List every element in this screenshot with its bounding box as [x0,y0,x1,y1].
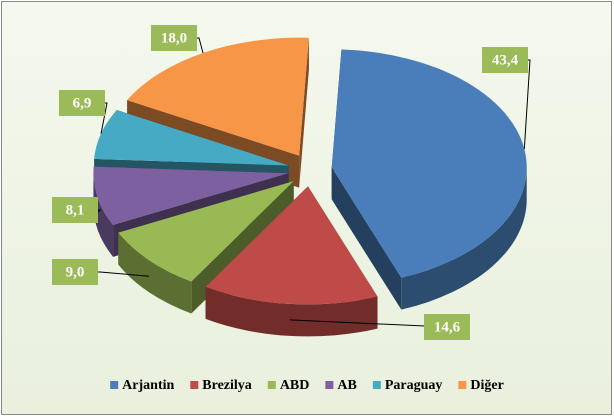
data-labels: 43,4 14,6 9,0 8,1 6,9 18,0 [52,25,531,340]
slice [331,49,527,310]
data-label: 9,0 [66,264,85,280]
slice [205,186,378,305]
slice [127,37,309,156]
slice-side [331,167,402,310]
legend-label: AB [337,378,356,393]
legend-swatch [372,381,381,389]
legend-swatch [110,381,119,389]
slice-side [299,37,309,188]
slice-side [93,173,114,257]
slice-side [401,167,527,310]
legend-label: Brezilya [202,378,252,393]
legend-label: Paraguay [385,378,443,393]
legend-swatch [267,381,276,389]
data-label: 14,6 [434,319,461,335]
data-label-box [482,47,528,73]
data-label: 18,0 [161,30,187,46]
data-label: 6,9 [73,95,92,111]
data-label-box [424,314,470,340]
legend-label: ABD [280,378,310,393]
slice [94,110,289,166]
legend: Arjantin Brezilya ABD AB Paraguay Diğer [110,378,504,393]
legend-label: Diğer [470,378,503,393]
leader-line [289,319,448,328]
legend-label: Arjantin [122,378,174,393]
slice [93,166,289,225]
data-label-box [52,259,98,285]
pie [93,37,527,337]
slice-side [205,286,378,337]
legend-swatch [190,381,199,389]
legend-swatch [458,381,467,389]
slice-side [118,232,192,314]
data-label-box [59,90,105,116]
data-label: 43,4 [492,52,519,68]
data-label-box [151,25,197,51]
data-label-box [52,197,98,223]
slice [205,186,378,337]
slice [331,49,527,278]
legend-swatch [325,381,334,389]
slice [118,181,294,282]
data-label: 8,1 [66,202,85,218]
